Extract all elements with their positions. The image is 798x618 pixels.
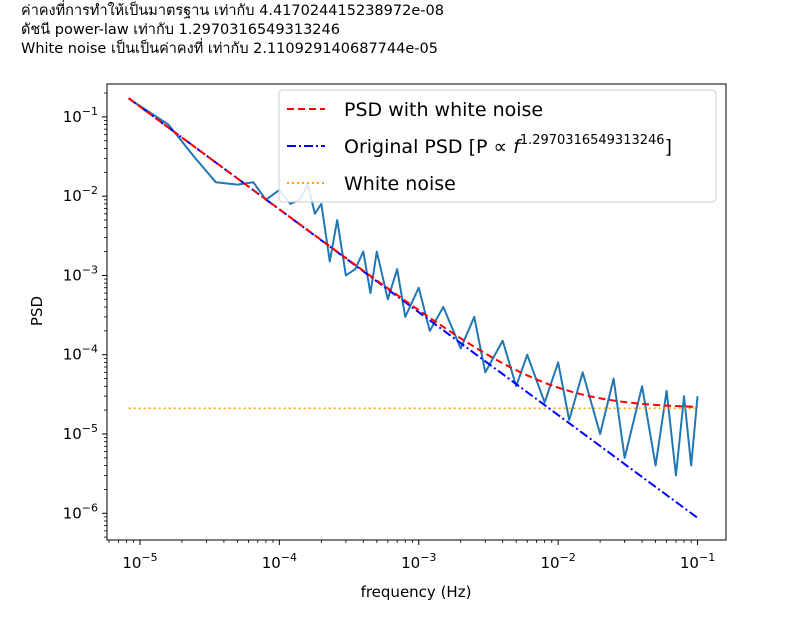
x-tick-label: 10−2 <box>540 551 575 572</box>
x-tick-label: 10−3 <box>401 551 436 572</box>
legend-item-white-noise-label: White noise <box>344 173 456 195</box>
y-tick-label: 10−2 <box>63 184 98 205</box>
y-axis-label: PSD <box>28 296 46 326</box>
x-tick-label: 10−1 <box>680 551 715 572</box>
x-tick-label: 10−4 <box>262 551 297 572</box>
axis-ticks: 10−5 10−4 10−3 10−2 10−1 10−6 10−5 10−4 10−3 10−2… <box>63 92 715 572</box>
psd-with-white-noise-line <box>128 97 698 408</box>
normalization-line: ค่าคงที่การทำให้เป็นมาตรฐาน เท่ากับ 4.41… <box>21 3 444 19</box>
white-noise-line: White noise เป็นเป็นค่าคงที่ เท่ากับ 2.1… <box>21 41 438 57</box>
y-tick-label: 10−6 <box>63 501 98 522</box>
y-tick-label: 10−5 <box>63 422 98 443</box>
y-tick-label: 10−4 <box>63 343 98 364</box>
legend: PSD with white noise Original PSD [P ∝ f1… <box>278 89 717 203</box>
axes-frame <box>106 83 727 541</box>
legend-item-psd-with-white-noise-label: PSD with white noise <box>344 99 543 121</box>
x-axis-label: frequency (Hz) <box>361 583 472 601</box>
legend-box <box>278 89 717 203</box>
x-tick-label: 10−5 <box>122 551 157 572</box>
legend-item-original-psd-label: Original PSD [P ∝ f1.2970316549313246] <box>344 133 672 158</box>
y-tick-label: 10−1 <box>63 105 98 126</box>
y-tick-label: 10−3 <box>63 263 98 284</box>
power-law-index-line: ดัชนี power-law เท่ากับ 1.29703165493132… <box>21 22 340 38</box>
original-psd-line <box>128 97 699 519</box>
header-text: ค่าคงที่การทำให้เป็นมาตรฐาน เท่ากับ 4.41… <box>21 2 444 59</box>
